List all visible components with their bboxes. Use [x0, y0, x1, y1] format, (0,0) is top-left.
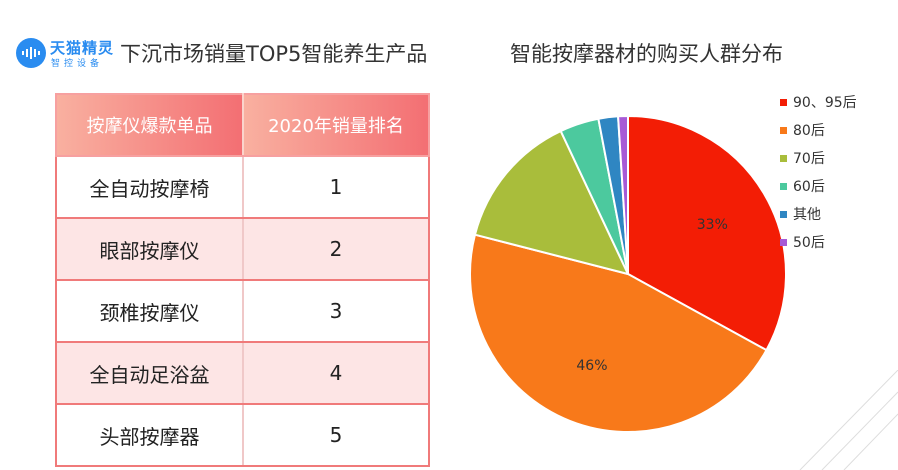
table-row: 颈椎按摩仪 3: [55, 279, 430, 343]
table-cell-product: 眼部按摩仪: [55, 217, 244, 281]
table-header-rank: 2020年销量排名: [242, 93, 430, 157]
table-row: 全自动足浴盆 4: [55, 341, 430, 405]
chart-legend: 90、95后 80后 70后 60后其他 50后: [780, 88, 857, 256]
ranking-table: 按摩仪爆款单品 2020年销量排名 全自动按摩椅 1 眼部按摩仪 2 颈椎按摩仪…: [55, 93, 430, 467]
table-row: 头部按摩器 5: [55, 403, 430, 467]
brand-subtitle: 智控设备: [51, 59, 104, 69]
chart-title: 智能按摩器材的购买人群分布: [510, 42, 783, 66]
legend-swatch: [780, 98, 787, 106]
pie-slice: [469, 233, 768, 433]
legend-item: 60后: [780, 172, 857, 200]
pie-data-label: 33%: [697, 217, 728, 233]
brand-logo: 天猫精灵 智控设备: [16, 38, 116, 69]
brand-badge-icon: [16, 38, 46, 68]
legend-swatch: [780, 210, 787, 218]
legend-label: 70后: [793, 151, 825, 167]
brand-name: 天猫精灵: [50, 39, 115, 57]
pie-data-label: 46%: [576, 358, 607, 374]
table-cell-rank: 4: [242, 341, 430, 405]
table-cell-product: 全自动按摩椅: [55, 155, 244, 219]
table-cell-product: 全自动足浴盆: [55, 341, 244, 405]
table-cell-rank: 3: [242, 279, 430, 343]
table-cell-product: 头部按摩器: [55, 403, 244, 467]
legend-item: 50后: [780, 228, 857, 256]
legend-item: 70后: [780, 144, 857, 172]
table-header-product: 按摩仪爆款单品: [55, 93, 244, 157]
pie-slice: [627, 114, 787, 352]
left-title: 下沉市场销量TOP5智能养生产品: [120, 42, 428, 66]
legend-item: 90、95后: [780, 88, 857, 116]
table-cell-product: 颈椎按摩仪: [55, 279, 244, 343]
table-row: 眼部按摩仪 2: [55, 217, 430, 281]
legend-label: 其他: [793, 207, 821, 223]
pie-chart: 33% 46%: [469, 114, 787, 433]
table-row: 全自动按摩椅 1: [55, 155, 430, 219]
legend-item: 其他: [780, 200, 857, 228]
pie-slice: [617, 114, 629, 275]
legend-label: 80后: [793, 123, 825, 139]
table-cell-rank: 5: [242, 403, 430, 467]
pie-slice: [473, 129, 630, 276]
legend-swatch: [780, 182, 787, 190]
table-header-row: 按摩仪爆款单品 2020年销量排名: [55, 93, 430, 157]
corner-decoration: [799, 370, 898, 470]
legend-item: 80后: [780, 116, 857, 144]
legend-label: 50后: [793, 235, 825, 251]
legend-label: 90、95后: [793, 95, 857, 111]
table-cell-rank: 1: [242, 155, 430, 219]
legend-swatch: [780, 238, 787, 246]
legend-swatch: [780, 126, 787, 134]
legend-swatch: [780, 154, 787, 162]
legend-label: 60后: [793, 179, 825, 195]
table-cell-rank: 2: [242, 217, 430, 281]
